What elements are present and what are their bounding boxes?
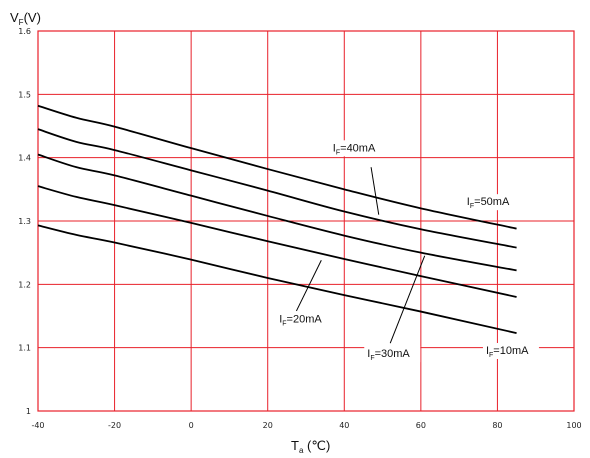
series-label: IF=40mA (333, 142, 376, 156)
y-tick-label: 1.6 (18, 27, 31, 36)
annotation-background (329, 140, 386, 157)
y-axis-label: VF(V) (10, 10, 41, 27)
series-annotations: IF=40mA IF=50mA IF=20mA IF=30mA IF=10mA (276, 140, 539, 363)
y-tick-label: 1.1 (18, 344, 31, 353)
annotation-background (463, 194, 520, 211)
annotation-background (482, 343, 539, 359)
series-label: IF=20mA (279, 313, 322, 327)
x-tick-label: 20 (263, 421, 273, 430)
x-tick-label: 100 (566, 421, 581, 430)
data-series (37, 104, 517, 334)
annotation-pointer-line (389, 255, 426, 344)
x-tick-label: 80 (492, 421, 502, 430)
y-tick-label: 1.3 (18, 217, 31, 226)
x-tick-label: 40 (339, 421, 349, 430)
annotation-background (276, 311, 333, 328)
series-label: IF=30mA (367, 348, 410, 362)
plot-frame (37, 30, 575, 412)
series-line (37, 185, 517, 298)
annotation-pointer-line (295, 260, 322, 312)
x-axis-label: Ta (℃) (291, 438, 330, 455)
y-tick-label: 1.2 (18, 280, 31, 289)
series-line (37, 224, 517, 334)
y-tick-label: 1.5 (18, 90, 31, 99)
annotation-background (364, 346, 421, 363)
x-tick-label: -20 (108, 421, 121, 430)
tick-labels: -40 -20 0 20 40 60 80 100 1 1.1 1.2 1.3 1.4 1.5 1.6 (18, 27, 581, 430)
series-label: IF=10mA (486, 345, 529, 359)
series-line (37, 128, 517, 249)
x-tick-label: 0 (189, 421, 194, 430)
grid-lines (37, 30, 575, 412)
series-label: IF=50mA (467, 196, 510, 210)
series-line (37, 153, 517, 272)
series-line (37, 104, 517, 230)
y-tick-label: 1 (26, 407, 31, 416)
x-tick-label: -40 (31, 421, 44, 430)
annotation-pointer-line (370, 167, 380, 215)
x-tick-label: 60 (416, 421, 426, 430)
y-tick-label: 1.4 (18, 154, 31, 163)
axis-labels: VF(V) Ta (℃) (10, 10, 330, 455)
